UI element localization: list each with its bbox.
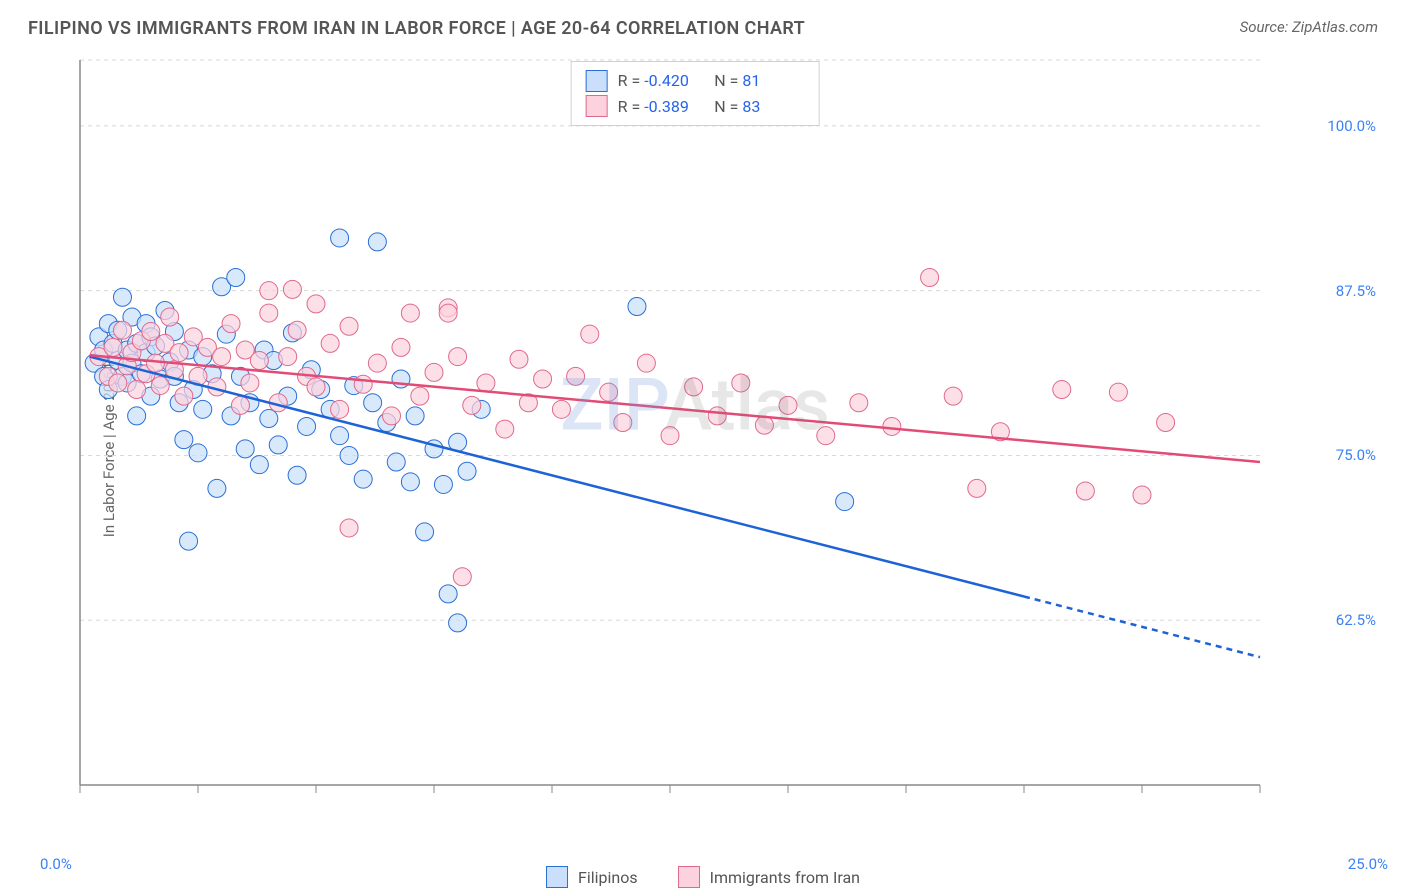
legend-item: Immigrants from Iran [678, 866, 860, 888]
bottom-legend: Filipinos Immigrants from Iran [546, 866, 860, 888]
x-tick-max: 25.0% [1348, 855, 1388, 873]
legend-swatch [586, 95, 608, 117]
x-tick-min: 0.0% [40, 855, 72, 873]
y-tick-label: 100.0% [1327, 117, 1376, 135]
chart-title: FILIPINO VS IMMIGRANTS FROM IRAN IN LABO… [28, 18, 805, 39]
legend-swatch [586, 70, 608, 92]
legend-swatch [546, 866, 568, 888]
legend-swatch [678, 866, 700, 888]
legend-item: Filipinos [546, 866, 638, 888]
source-label: Source: ZipAtlas.com [1240, 18, 1378, 36]
chart-container: In Labor Force | Age 20-64 ZIPAtlas R =-… [40, 55, 1380, 845]
y-tick-label: 62.5% [1336, 611, 1376, 629]
y-tick-label: 87.5% [1336, 282, 1376, 300]
y-tick-label: 75.0% [1336, 446, 1376, 464]
plot-area: ZIPAtlas R =-0.420 N =81 R =-0.389 N =83 [70, 55, 1320, 815]
scatter-svg [70, 55, 1320, 815]
stats-legend: R =-0.420 N =81 R =-0.389 N =83 [571, 61, 820, 126]
